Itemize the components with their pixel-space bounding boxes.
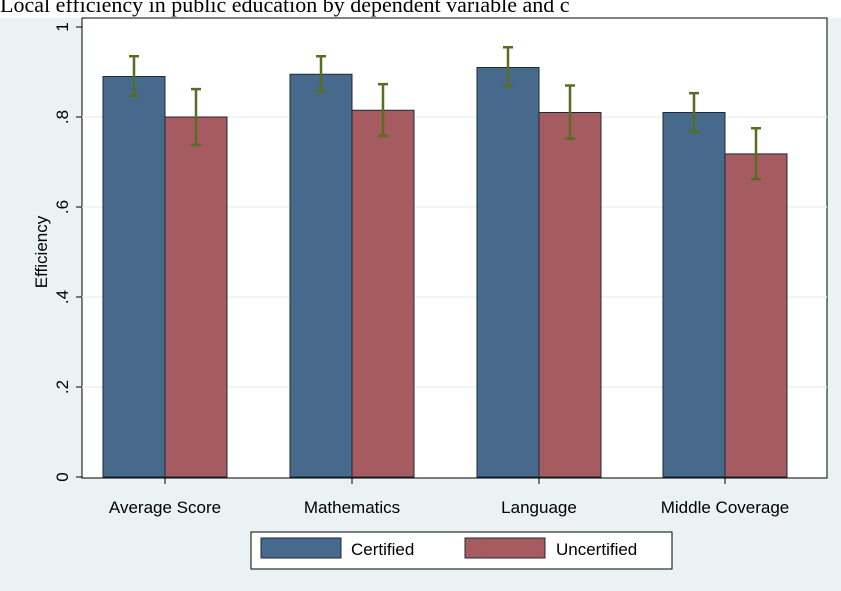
y-tick-label: .4 [53,290,72,304]
bar-uncertified [538,112,602,478]
bar-certified [102,76,166,478]
error-bars [129,46,761,181]
chart-title: Local efficiency in public education by … [0,0,570,17]
bar-certified [289,73,353,478]
x-tick-label: Middle Coverage [661,498,790,517]
legend-swatch-certified [260,537,342,559]
x-tick-label: Mathematics [304,498,400,517]
y-tick-label: 0 [53,472,72,481]
x-tick-label: Average Score [109,498,221,517]
bar-uncertified [164,116,228,478]
legend-label-uncertified: Uncertified [556,540,637,559]
y-axis-title: Efficiency [32,215,51,288]
y-axis: 0 .2 .4 .6 .8 1 [53,22,82,482]
bar-uncertified [351,109,415,478]
y-tick-label: .8 [53,110,72,124]
bar-uncertified [724,153,788,478]
x-axis: Average Score Mathematics Language Middle C… [109,478,789,517]
y-tick-label: .2 [53,380,72,394]
legend: Certified Uncertified [250,531,673,570]
x-tick-label: Language [501,498,577,517]
legend-swatch-uncertified [464,537,546,559]
legend-label-certified: Certified [351,540,414,559]
bar-certified [476,67,540,478]
y-tick-label: 1 [53,22,72,31]
y-tick-label: .6 [53,200,72,214]
bar-certified [662,112,726,478]
bars [102,67,788,478]
